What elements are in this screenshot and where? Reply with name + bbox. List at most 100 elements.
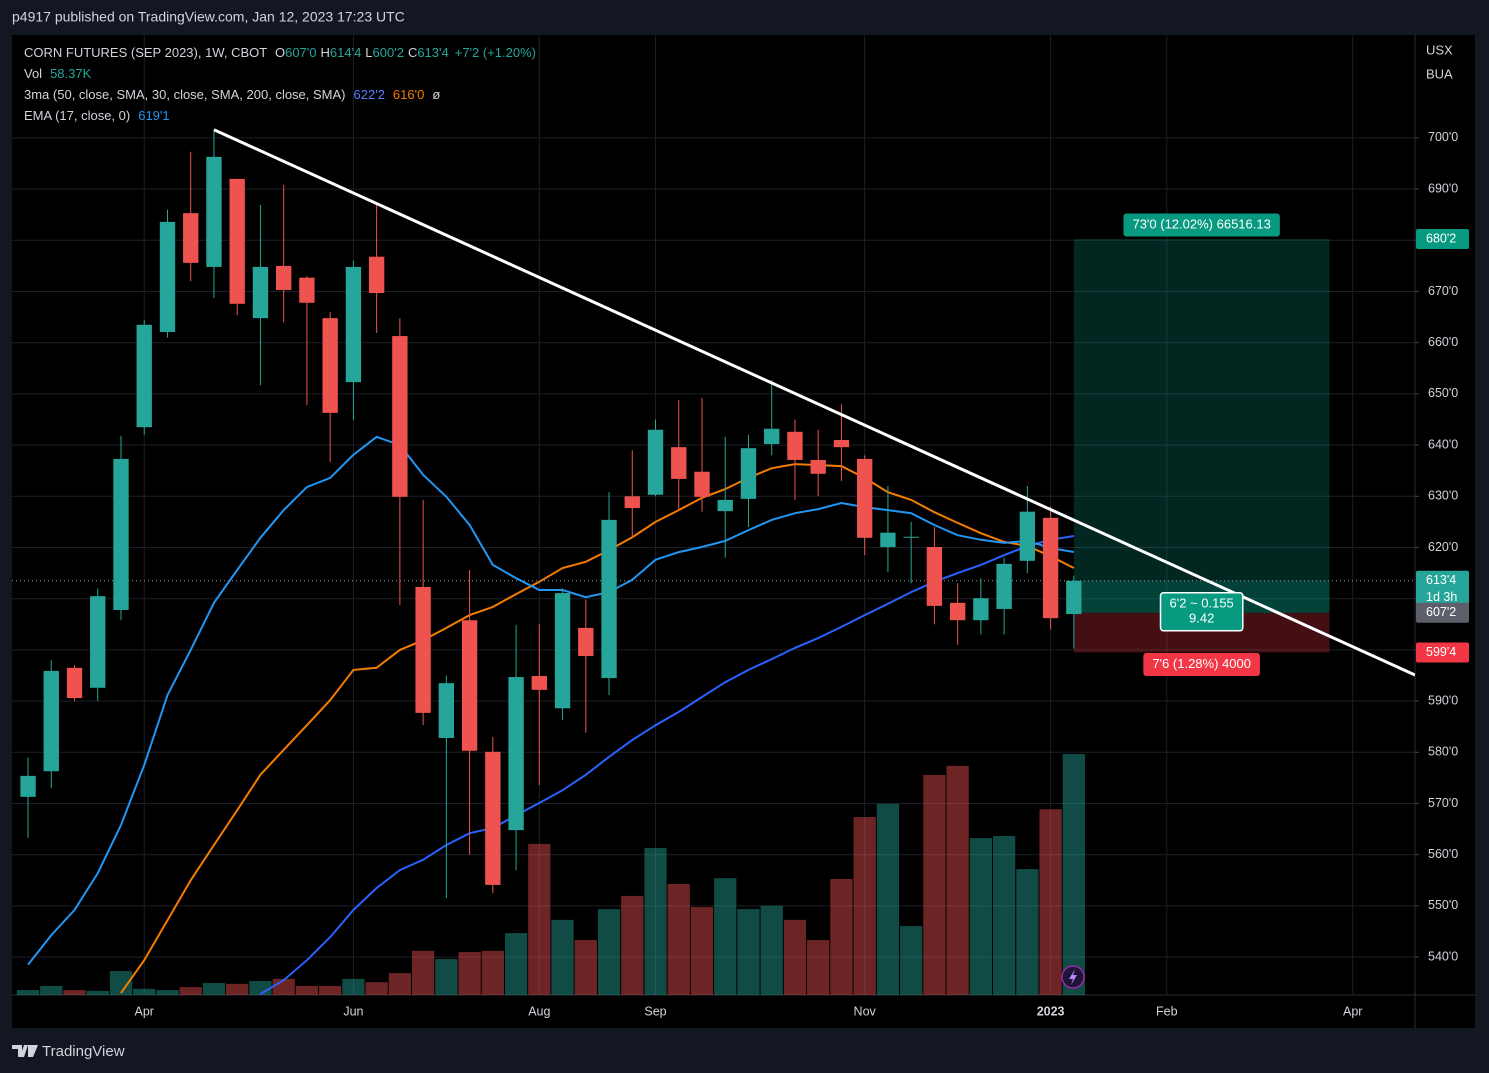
volume-bar — [504, 933, 528, 995]
target-label-text: 73'0 (12.02%) 66516.13 — [1132, 216, 1270, 231]
volume-bar — [109, 971, 133, 995]
candle-body — [415, 586, 431, 713]
x-tick-label: Aug — [528, 1004, 550, 1018]
legend-ma-value: 616'0 — [393, 87, 424, 102]
volume-bar — [435, 959, 458, 995]
legend-key: O — [275, 45, 285, 60]
volume-bar — [1016, 869, 1039, 995]
y-tick-label: 590'0 — [1428, 693, 1458, 707]
candle-body — [1066, 580, 1082, 615]
candle-body — [485, 751, 501, 885]
candle-body — [810, 459, 826, 474]
volume-bar — [760, 905, 783, 995]
brand: TradingView — [12, 1043, 125, 1060]
volume-bar — [923, 774, 946, 995]
candle-body — [578, 627, 594, 657]
legend-line: CORN FUTURES (SEP 2023), 1W, CBOT O607'0 H… — [24, 45, 536, 60]
candle-body — [880, 532, 896, 547]
candle-body — [554, 593, 571, 709]
candle-body — [1042, 517, 1059, 619]
volume-bar — [458, 952, 481, 995]
candle-body — [43, 670, 59, 772]
y-tick-label: 660'0 — [1428, 335, 1458, 349]
volume-bar — [388, 973, 411, 995]
candle-body — [624, 496, 640, 509]
candle-body — [996, 563, 1012, 609]
candle-body — [20, 775, 36, 797]
volume-bar — [133, 988, 156, 995]
candle-body — [508, 677, 524, 831]
legend-change: +7'2 (+1.20%) — [455, 45, 536, 60]
price-label: 607'2 — [1426, 605, 1456, 619]
x-tick-label: Nov — [854, 1004, 877, 1018]
candle-body — [438, 683, 455, 738]
price-label-box — [1416, 229, 1469, 250]
stop-label-text: 7'6 (1.28%) 4000 — [1152, 656, 1251, 671]
candle-body — [903, 536, 919, 538]
volume-bar — [63, 990, 86, 995]
candle-body — [787, 431, 803, 460]
y-tick-label: 690'0 — [1428, 181, 1458, 195]
legend-line: EMA (17, close, 0) 619'1 — [24, 108, 170, 123]
volume-bar — [551, 919, 574, 995]
volume-bar — [156, 990, 179, 995]
legend-key: C — [408, 45, 417, 60]
candle-body — [136, 324, 152, 428]
x-tick-label: Apr — [135, 1004, 154, 1018]
y-tick-label: 640'0 — [1428, 437, 1458, 451]
brand-name: TradingView — [42, 1043, 125, 1060]
legend-ema-value: 619'1 — [138, 108, 169, 123]
volume-bar — [342, 978, 365, 995]
candle-body — [764, 428, 780, 445]
legend-ema-title: EMA (17, close, 0) — [24, 108, 130, 123]
legend-ma-value: 622'2 — [354, 87, 385, 102]
legend-line: Vol 58.37K — [24, 66, 92, 81]
volume — [16, 754, 1085, 995]
volume-bar — [992, 836, 1016, 995]
candle-body — [531, 676, 547, 690]
candle-body — [90, 596, 106, 688]
volume-bar — [1039, 809, 1062, 995]
unit-label: BUA — [1426, 66, 1453, 81]
x-tick-label: Jun — [343, 1004, 363, 1018]
volume-bar — [365, 982, 388, 995]
y-tick-label: 670'0 — [1428, 284, 1458, 298]
volume-bar — [86, 990, 109, 995]
currency-label: USX — [1426, 42, 1453, 57]
volume-bar — [481, 950, 504, 995]
candle-body — [973, 598, 989, 621]
volume-bar — [202, 983, 226, 995]
candle-body — [647, 429, 664, 495]
y-tick-label: 700'0 — [1428, 130, 1458, 144]
y-tick-label: 620'0 — [1428, 540, 1458, 554]
volume-bar — [411, 950, 435, 995]
price-label: 613'4 — [1426, 573, 1456, 587]
candle-body — [345, 266, 362, 383]
volume-bar — [179, 987, 202, 995]
volume-bar — [853, 817, 876, 995]
candle-body — [276, 265, 292, 290]
alert-icon — [1061, 965, 1085, 989]
legend-ma-value: ø — [432, 87, 440, 102]
grid — [12, 35, 1415, 995]
candle-body — [601, 519, 617, 679]
moving-average-line — [120, 463, 1075, 994]
legend-vol-value: 58.37K — [50, 66, 92, 81]
volume-bar — [946, 765, 969, 995]
x-tick-label: Sep — [644, 1004, 666, 1018]
candles — [20, 130, 1082, 899]
candle-body — [1019, 511, 1036, 561]
legend-value: 613'4 — [417, 45, 448, 60]
candle-body — [671, 447, 687, 479]
candle-body — [949, 602, 966, 621]
candle-body — [229, 178, 245, 304]
legend-key: H — [321, 45, 330, 60]
published-note: p4917 published on TradingView.com, Jan … — [12, 9, 405, 25]
candle-body — [833, 439, 850, 448]
legend-ma-title: 3ma (50, close, SMA, 30, close, SMA, 200… — [24, 87, 346, 102]
candle-body — [857, 458, 873, 538]
x-tick-label: 2023 — [1037, 1004, 1065, 1018]
volume-bar — [597, 909, 621, 995]
trendline-layer — [213, 128, 1415, 677]
